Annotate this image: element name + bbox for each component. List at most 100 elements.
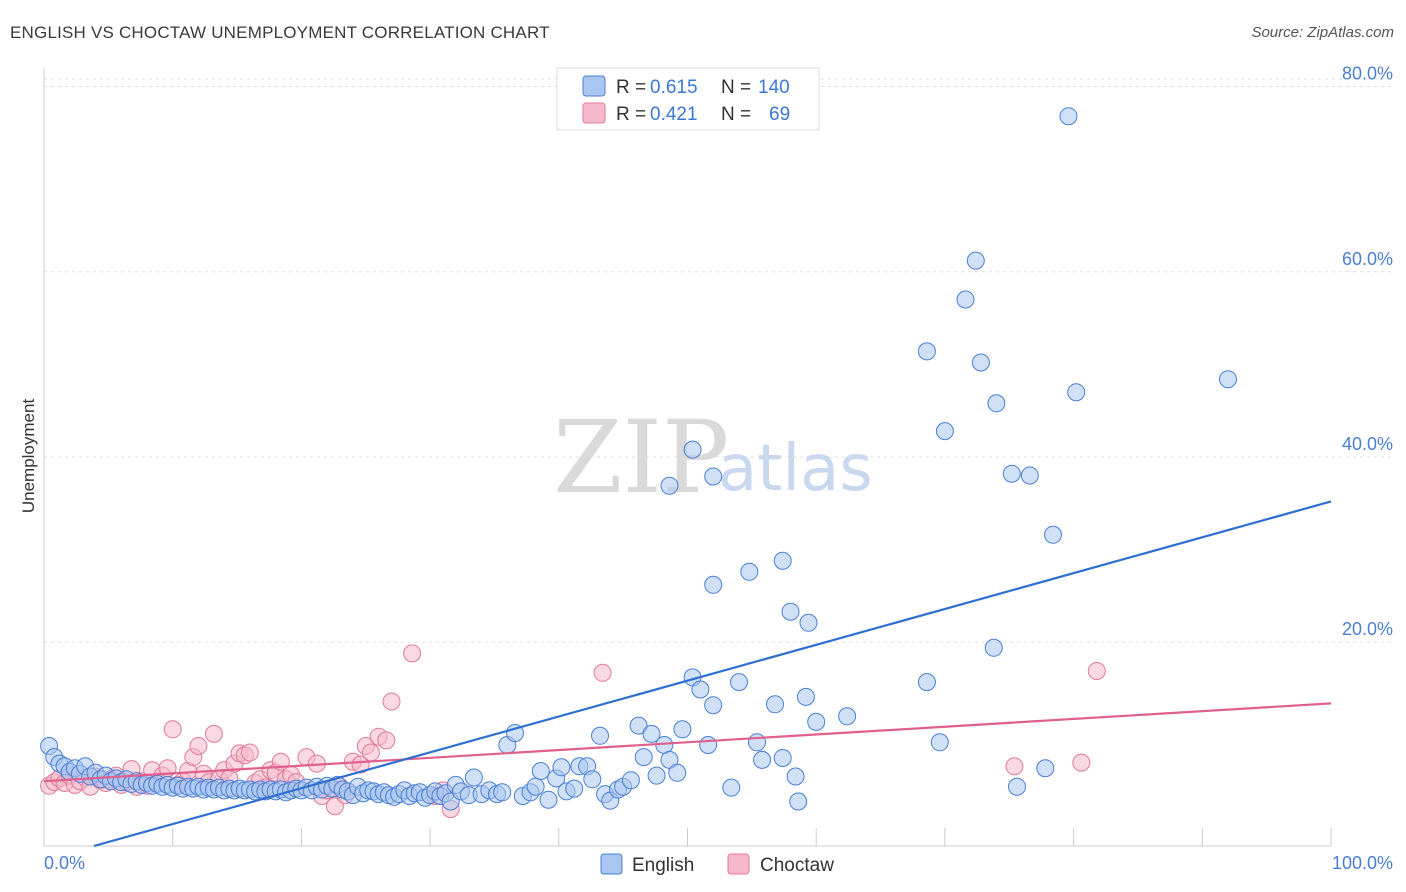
english-point <box>591 726 609 745</box>
choctaw-point <box>377 731 396 750</box>
english-point <box>583 770 602 789</box>
bottom-legend-choctaw: Choctaw <box>760 855 834 876</box>
english-point <box>984 638 1003 657</box>
grid-lines <box>44 78 1393 643</box>
legend-english-r-value: 0.615 <box>650 77 698 98</box>
english-point <box>539 790 558 809</box>
english-point <box>621 771 640 790</box>
choctaw-point <box>403 644 422 663</box>
x-tick-label-min: 0.0% <box>44 853 85 873</box>
english-point <box>966 251 985 270</box>
legend-choctaw-n-label: N = <box>721 104 751 125</box>
english-point <box>673 720 692 739</box>
x-tick-label-max: 100.0% <box>1332 853 1393 873</box>
watermark-atlas: atlas <box>718 432 873 506</box>
english-point <box>647 766 666 785</box>
english-point <box>930 733 949 752</box>
choctaw-point <box>1072 753 1091 772</box>
english-point <box>683 440 702 459</box>
english-point <box>987 394 1006 413</box>
legend-choctaw-r-value: 0.421 <box>650 104 698 125</box>
english-point <box>660 476 679 495</box>
y-axis-title: Unemployment <box>19 399 38 514</box>
english-point <box>1002 464 1021 483</box>
english-point <box>1044 525 1062 544</box>
choctaw-point <box>1087 662 1106 680</box>
english-point <box>531 762 550 780</box>
english-point <box>629 716 648 735</box>
bottom-legend-english: English <box>632 855 694 876</box>
legend-english-n-label: N = <box>721 77 751 98</box>
english-point <box>917 342 936 361</box>
english-point <box>740 562 759 581</box>
english-point <box>766 695 784 714</box>
english-trend-line <box>93 500 1332 848</box>
english-point <box>838 707 857 726</box>
choctaw-point <box>361 743 380 762</box>
english-point <box>971 353 990 372</box>
legend-english-r-label: R = <box>616 77 646 98</box>
choctaw-trend-line <box>43 702 1332 783</box>
bottom-legend-swatch-choctaw <box>727 853 750 875</box>
choctaw-point <box>351 755 370 774</box>
bottom-legend-swatch-english <box>600 853 623 875</box>
choctaw-point <box>593 663 612 682</box>
series-english <box>40 107 1237 811</box>
x-ticks <box>172 828 1332 846</box>
choctaw-point <box>189 737 208 755</box>
choctaw-point <box>382 692 401 711</box>
english-point <box>730 673 748 692</box>
english-point <box>935 422 954 441</box>
english-point <box>634 748 653 767</box>
english-point <box>753 750 772 769</box>
english-point <box>704 696 723 715</box>
english-point <box>668 763 687 782</box>
source-label: Source: ZipAtlas.com <box>1251 24 1394 41</box>
english-point <box>956 290 975 309</box>
english-point <box>699 736 718 754</box>
english-point <box>781 602 800 621</box>
english-point <box>799 613 818 632</box>
english-point <box>773 749 792 767</box>
english-point <box>526 777 545 796</box>
y-tick-label: 60.0% <box>1342 249 1393 269</box>
english-point <box>773 551 792 570</box>
english-point <box>704 467 723 486</box>
legend-swatch-english <box>582 75 606 97</box>
choctaw-point <box>1005 757 1024 776</box>
english-point <box>796 687 815 706</box>
legend: R = 0.615 N = 140 R = 0.421 N = 69 <box>556 67 820 131</box>
legend-choctaw-n-value: 69 <box>769 104 790 125</box>
english-point <box>807 712 826 731</box>
english-point <box>493 783 512 802</box>
y-tick-label: 20.0% <box>1342 619 1393 639</box>
choctaw-point <box>325 797 344 816</box>
choctaw-point <box>240 743 259 762</box>
y-tick-label: 80.0% <box>1342 64 1393 84</box>
english-point <box>464 768 483 787</box>
chart-title: ENGLISH VS CHOCTAW UNEMPLOYMENT CORRELAT… <box>10 23 550 42</box>
english-point <box>722 778 741 797</box>
bottom-legend: English Choctaw <box>600 853 834 876</box>
english-point <box>1020 466 1039 485</box>
english-point <box>506 724 524 742</box>
english-point <box>1008 777 1026 796</box>
english-point <box>704 575 723 594</box>
english-point <box>789 792 808 811</box>
english-point <box>1036 759 1055 778</box>
english-point <box>1219 370 1237 389</box>
choctaw-point <box>163 720 182 739</box>
trend-lines <box>43 500 1332 848</box>
legend-choctaw-r-label: R = <box>616 104 646 125</box>
english-point <box>748 733 766 752</box>
legend-english-n-value: 140 <box>758 77 790 98</box>
y-tick-label: 40.0% <box>1342 434 1393 454</box>
english-point <box>552 758 571 777</box>
legend-swatch-choctaw <box>582 102 606 124</box>
y-tick-labels: 20.0% 40.0% 60.0% 80.0% <box>1342 64 1393 640</box>
english-point <box>1059 107 1078 126</box>
english-point <box>917 673 936 692</box>
english-point <box>691 680 710 699</box>
english-point <box>642 724 661 743</box>
